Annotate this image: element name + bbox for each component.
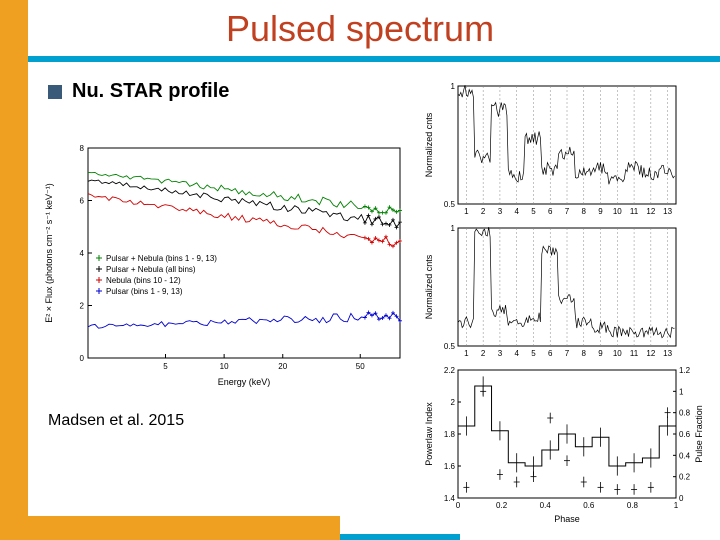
svg-text:7: 7 [565, 349, 570, 358]
svg-text:3: 3 [498, 349, 503, 358]
svg-text:5: 5 [531, 207, 536, 216]
svg-text:2: 2 [481, 207, 486, 216]
svg-text:5: 5 [531, 349, 536, 358]
svg-text:0.2: 0.2 [679, 473, 691, 482]
bottom-blue-bar [340, 534, 460, 540]
svg-text:10: 10 [220, 362, 229, 371]
svg-text:20: 20 [278, 362, 287, 371]
svg-text:10: 10 [613, 207, 622, 216]
svg-text:1: 1 [451, 82, 456, 91]
svg-text:Nebula (bins 10 - 12): Nebula (bins 10 - 12) [106, 276, 181, 285]
svg-text:8: 8 [582, 207, 587, 216]
svg-text:Pulsar + Nebula (bins 1 - 9, 1: Pulsar + Nebula (bins 1 - 9, 13) [106, 254, 217, 263]
svg-text:1: 1 [464, 207, 469, 216]
svg-text:Pulse Fraction: Pulse Fraction [694, 405, 704, 463]
svg-text:1: 1 [464, 349, 469, 358]
svg-text:4: 4 [514, 349, 519, 358]
svg-text:0.5: 0.5 [444, 200, 456, 209]
svg-text:0.8: 0.8 [679, 409, 691, 418]
svg-text:Pulsar + Nebula (all bins): Pulsar + Nebula (all bins) [106, 265, 196, 274]
profile-charts: 0.51Normalized cnts123456789101112130.51… [420, 78, 710, 528]
svg-text:1.6: 1.6 [444, 462, 456, 471]
svg-text:4: 4 [80, 249, 85, 258]
bottom-orange-bar [0, 516, 340, 540]
svg-text:6: 6 [548, 207, 553, 216]
svg-text:0.5: 0.5 [444, 342, 456, 351]
svg-text:Powerlaw Index: Powerlaw Index [424, 402, 434, 466]
svg-text:11: 11 [630, 207, 639, 216]
svg-text:1.8: 1.8 [444, 430, 456, 439]
svg-text:7: 7 [565, 207, 570, 216]
left-accent-bar [0, 0, 28, 540]
svg-text:Normalized cnts: Normalized cnts [424, 254, 434, 319]
svg-text:50: 50 [356, 362, 365, 371]
svg-text:2: 2 [80, 302, 85, 311]
svg-text:1: 1 [674, 501, 679, 510]
svg-text:1.2: 1.2 [679, 366, 691, 375]
svg-text:8: 8 [582, 349, 587, 358]
svg-text:5: 5 [163, 362, 168, 371]
svg-text:0: 0 [679, 494, 684, 503]
svg-text:Energy (keV): Energy (keV) [218, 377, 271, 387]
bullet-text: Nu. STAR profile [72, 80, 229, 103]
slide-title: Pulsed spectrum [0, 0, 720, 50]
svg-text:13: 13 [663, 349, 672, 358]
bottom-decoration [0, 510, 430, 540]
svg-text:1.4: 1.4 [444, 494, 456, 503]
svg-text:8: 8 [80, 144, 85, 153]
svg-text:9: 9 [598, 349, 603, 358]
svg-text:E² × Flux (photons cm⁻² s⁻¹ ke: E² × Flux (photons cm⁻² s⁻¹ keV⁻¹) [44, 183, 54, 323]
svg-text:2.2: 2.2 [444, 366, 456, 375]
svg-text:1: 1 [451, 224, 456, 233]
svg-text:Phase: Phase [554, 514, 580, 524]
svg-text:1: 1 [679, 387, 684, 396]
citation: Madsen et al. 2015 [48, 412, 184, 430]
svg-text:0.4: 0.4 [540, 501, 552, 510]
svg-text:0.6: 0.6 [583, 501, 595, 510]
spectrum-chart: 0 2 4 6 8 5 10 20 50 Energy (keV) E² × Flux (photo… [40, 138, 410, 388]
svg-text:2: 2 [451, 398, 456, 407]
svg-text:0.8: 0.8 [627, 501, 639, 510]
bullet-icon [48, 85, 62, 99]
title-underline [0, 56, 720, 62]
svg-text:0.6: 0.6 [679, 430, 691, 439]
svg-text:10: 10 [613, 349, 622, 358]
svg-text:0: 0 [456, 501, 461, 510]
svg-text:0.4: 0.4 [679, 451, 691, 460]
svg-text:4: 4 [514, 207, 519, 216]
svg-text:3: 3 [498, 207, 503, 216]
svg-text:9: 9 [598, 207, 603, 216]
svg-text:6: 6 [80, 197, 85, 206]
slide: Pulsed spectrum Nu. STAR profile 0 2 4 6 8 5 1… [0, 0, 720, 540]
svg-text:12: 12 [646, 349, 655, 358]
svg-text:0: 0 [80, 354, 85, 363]
svg-text:12: 12 [646, 207, 655, 216]
svg-text:11: 11 [630, 349, 639, 358]
svg-text:2: 2 [481, 349, 486, 358]
svg-text:Normalized cnts: Normalized cnts [424, 112, 434, 177]
svg-text:0.2: 0.2 [496, 501, 508, 510]
svg-text:6: 6 [548, 349, 553, 358]
svg-text:Pulsar (bins 1 - 9, 13): Pulsar (bins 1 - 9, 13) [106, 287, 183, 296]
svg-text:13: 13 [663, 207, 672, 216]
